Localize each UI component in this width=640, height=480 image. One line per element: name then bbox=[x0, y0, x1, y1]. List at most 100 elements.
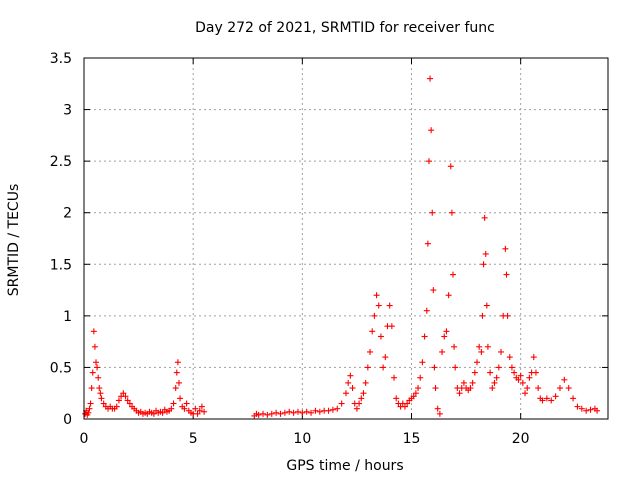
data-point bbox=[85, 409, 92, 416]
data-point bbox=[556, 385, 563, 392]
data-point bbox=[358, 395, 365, 402]
data-point bbox=[504, 312, 511, 319]
plot-frame bbox=[83, 57, 609, 420]
y-tick-label: 3 bbox=[63, 103, 72, 119]
data-point bbox=[503, 271, 510, 278]
data-point bbox=[578, 405, 585, 412]
data-point bbox=[587, 406, 594, 413]
data-point bbox=[377, 333, 384, 340]
data-point bbox=[436, 410, 443, 417]
x-tick-label: 10 bbox=[293, 431, 311, 447]
data-point bbox=[506, 354, 513, 361]
data-point bbox=[367, 348, 374, 355]
data-point bbox=[424, 240, 431, 247]
data-point bbox=[329, 406, 336, 413]
data-point bbox=[401, 403, 408, 410]
data-point bbox=[483, 302, 490, 309]
data-point bbox=[174, 359, 181, 366]
data-point bbox=[343, 390, 349, 397]
data-point bbox=[493, 374, 500, 381]
data-point bbox=[526, 374, 533, 381]
data-point bbox=[487, 369, 494, 376]
data-point bbox=[511, 369, 518, 376]
data-point bbox=[93, 359, 100, 366]
data-point bbox=[124, 397, 131, 404]
data-point bbox=[386, 302, 393, 309]
data-point bbox=[120, 390, 127, 397]
data-point bbox=[425, 158, 432, 165]
data-point bbox=[423, 307, 430, 314]
data-point bbox=[94, 364, 101, 371]
data-point bbox=[419, 359, 426, 366]
x-tick-label: 20 bbox=[512, 431, 530, 447]
data-point bbox=[281, 409, 288, 416]
x-tick-label: 15 bbox=[403, 431, 421, 447]
data-point bbox=[391, 374, 398, 381]
data-point bbox=[303, 408, 310, 415]
data-point bbox=[356, 400, 363, 407]
data-point bbox=[532, 369, 539, 376]
data-point bbox=[380, 364, 387, 371]
data-point bbox=[168, 405, 175, 412]
data-point bbox=[456, 390, 463, 397]
data-point bbox=[96, 385, 103, 392]
data-point bbox=[467, 385, 474, 392]
data-point bbox=[86, 405, 93, 412]
data-point bbox=[369, 328, 376, 335]
data-point bbox=[95, 374, 102, 381]
data-point bbox=[530, 354, 537, 361]
data-point bbox=[360, 390, 367, 397]
y-tick-label: 1.5 bbox=[50, 257, 72, 273]
data-point bbox=[415, 385, 422, 392]
chart-title: Day 272 of 2021, SRMTID for receiver fun… bbox=[195, 20, 495, 36]
data-point bbox=[561, 376, 568, 383]
data-point bbox=[535, 385, 542, 392]
data-point bbox=[88, 385, 95, 392]
data-point bbox=[502, 245, 509, 252]
data-point bbox=[325, 407, 332, 414]
x-axis-label: GPS time / hours bbox=[286, 458, 403, 474]
data-point bbox=[362, 379, 369, 386]
data-point bbox=[469, 379, 476, 386]
data-point bbox=[460, 379, 467, 386]
data-point bbox=[393, 395, 400, 402]
y-tick-label: 2 bbox=[63, 206, 72, 222]
data-point bbox=[113, 403, 120, 410]
y-tick-label: 3.5 bbox=[50, 51, 72, 67]
data-point bbox=[338, 400, 345, 407]
data-point bbox=[273, 409, 280, 416]
data-point bbox=[482, 250, 489, 257]
data-point bbox=[316, 408, 323, 415]
data-point bbox=[471, 369, 478, 376]
data-point bbox=[445, 292, 452, 299]
data-point bbox=[508, 364, 515, 371]
data-point bbox=[484, 343, 491, 350]
x-tick-label: 5 bbox=[189, 431, 198, 447]
data-point bbox=[583, 407, 590, 414]
data-point bbox=[334, 405, 341, 412]
x-tick-label: 0 bbox=[80, 431, 89, 447]
data-point bbox=[429, 209, 436, 216]
y-tick-label: 0 bbox=[63, 412, 72, 428]
y-axis-label: SRMTID / TECUs bbox=[6, 184, 22, 297]
data-point bbox=[410, 393, 417, 400]
data-point bbox=[347, 372, 354, 379]
data-point bbox=[173, 369, 180, 376]
data-point bbox=[522, 390, 529, 397]
data-point bbox=[382, 354, 389, 361]
data-point bbox=[517, 372, 524, 379]
data-point bbox=[498, 348, 505, 355]
data-point bbox=[345, 379, 352, 386]
data-point bbox=[452, 364, 459, 371]
data-point bbox=[515, 376, 522, 383]
data-point bbox=[375, 302, 382, 309]
data-point bbox=[286, 408, 293, 415]
data-point bbox=[177, 395, 184, 402]
data-point bbox=[543, 395, 550, 402]
data-point bbox=[100, 400, 107, 407]
data-point bbox=[98, 395, 105, 402]
data-point bbox=[175, 379, 182, 386]
data-point bbox=[434, 405, 441, 412]
data-point bbox=[349, 385, 356, 392]
